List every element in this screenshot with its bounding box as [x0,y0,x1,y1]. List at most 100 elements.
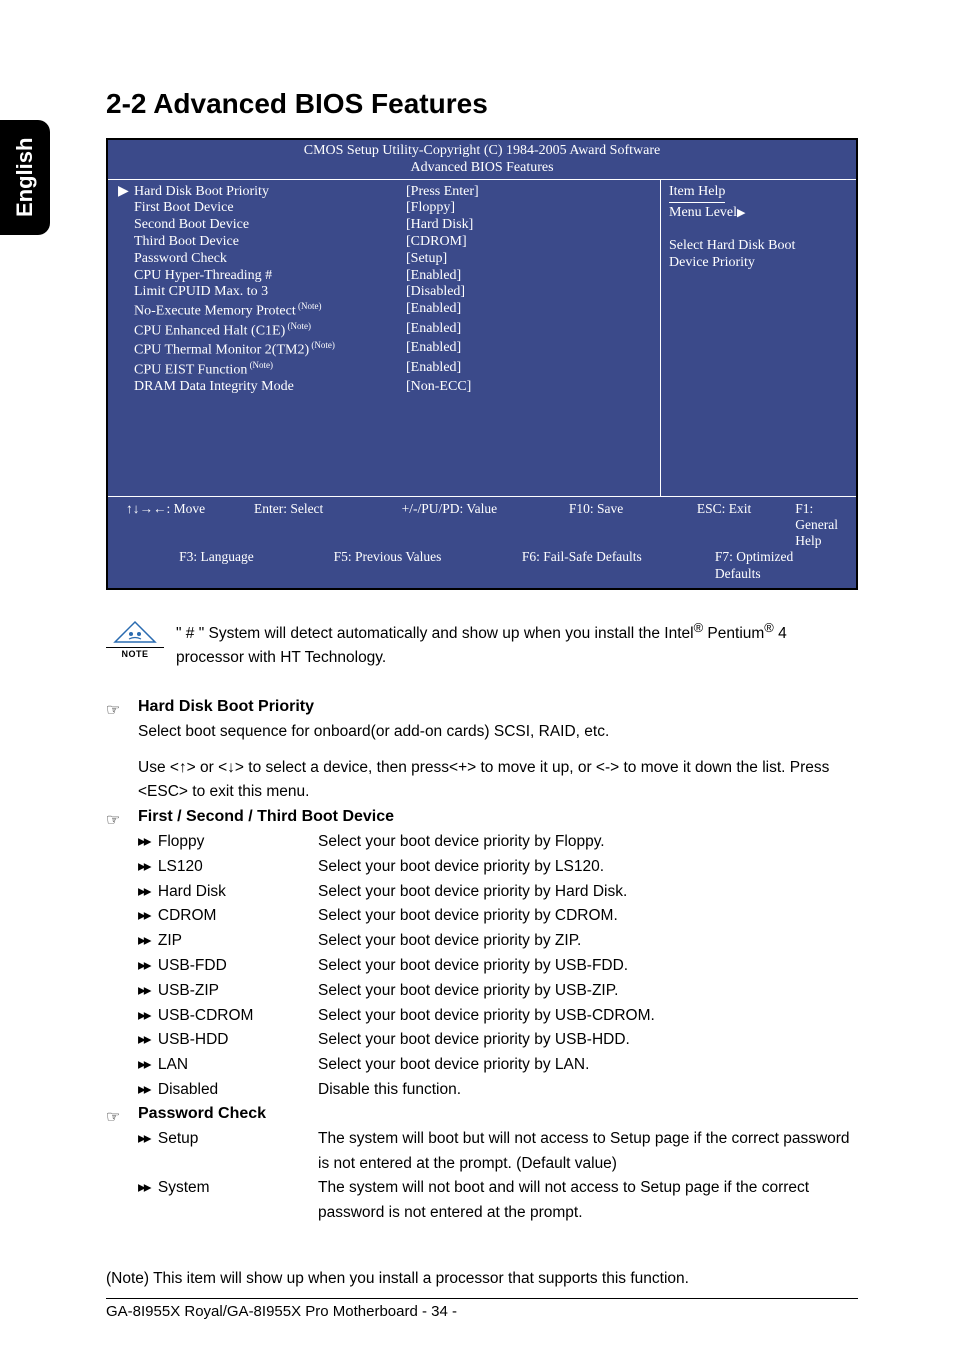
arrow-icon: ▸▸ [138,1130,150,1147]
password-options-table: ▸▸ SetupThe system will boot but will no… [138,1127,858,1226]
footer-prev: F5: Previous Values [334,549,522,581]
footer-failsafe: F6: Fail-Safe Defaults [522,549,715,581]
option-value: Select your boot device priority by Hard… [318,880,858,905]
page-content: 2-2 Advanced BIOS Features CMOS Setup Ut… [106,88,858,1226]
option-value: Disable this function. [318,1078,858,1103]
bios-option-value: [Hard Disk] [406,217,652,234]
option-row: ▸▸ USB-ZIPSelect your boot device priori… [138,979,858,1004]
footer-value: +/-/PU/PD: Value [402,501,569,550]
option-value: The system will not boot and will not ac… [318,1176,858,1226]
bios-option-label: Limit CPUID Max. to 3 [116,284,406,301]
note-block: NOTE " # " System will detect automatica… [106,618,858,670]
boot-options-table: ▸▸ FloppySelect your boot device priorit… [138,830,858,1103]
help-menu-level: Menu Level▶ [669,205,848,222]
note-icon: NOTE [106,618,164,662]
footer-optimized: F7: Optimized Defaults [715,549,838,581]
bios-option-value: [Press Enter] [406,184,652,201]
bios-option-label: ▶Hard Disk Boot Priority [116,184,406,201]
bios-option-value: [Enabled] [406,301,652,320]
hand-icon: ☞ [106,808,138,830]
help-desc-1: Select Hard Disk Boot [669,238,848,255]
bios-option-label: DRAM Data Integrity Mode [116,379,406,396]
footer-save: F10: Save [569,501,697,550]
bios-marker-icon: ▶ [118,184,129,201]
page-heading: 2-2 Advanced BIOS Features [106,88,858,120]
help-title: Item Help [669,184,725,204]
bios-option-row: Third Boot Device[CDROM] [116,234,652,251]
option-value: Select your boot device priority by USB-… [318,979,858,1004]
bios-screen: CMOS Setup Utility-Copyright (C) 1984-20… [106,138,858,590]
arrow-icon: ▸▸ [138,1081,150,1098]
option-key: ▸▸ LAN [138,1053,318,1078]
bios-option-row: No-Execute Memory Protect (Note)[Enabled… [116,301,652,320]
bios-help-panel: Item Help Menu Level▶ Select Hard Disk B… [661,180,856,496]
bios-option-row: DRAM Data Integrity Mode[Non-ECC] [116,379,652,396]
bios-option-label: CPU Hyper-Threading # [116,268,406,285]
arrow-icon: ▸▸ [138,858,150,875]
option-value: Select your boot device priority by ZIP. [318,929,858,954]
option-row: ▸▸ SystemThe system will not boot and wi… [138,1176,858,1226]
option-value: Select your boot device priority by LS12… [318,855,858,880]
section-title-hdd: Hard Disk Boot Priority [138,698,314,716]
page-footer: GA-8I955X Royal/GA-8I955X Pro Motherboar… [106,1298,858,1320]
bios-option-value: [Enabled] [406,321,652,340]
option-value: The system will boot but will not access… [318,1127,858,1177]
option-key: ▸▸ USB-FDD [138,954,318,979]
option-row: ▸▸ Hard DiskSelect your boot device prio… [138,880,858,905]
option-row: ▸▸ SetupThe system will boot but will no… [138,1127,858,1177]
option-key: ▸▸ Disabled [138,1078,318,1103]
help-desc-2: Device Priority [669,255,848,272]
arrow-icon: ▸▸ [138,907,150,924]
bios-option-label: CPU Thermal Monitor 2(TM2) (Note) [116,340,406,359]
bios-header-line1: CMOS Setup Utility-Copyright (C) 1984-20… [108,143,856,160]
section-body-hdd: Select boot sequence for onboard(or add-… [138,720,858,804]
option-row: ▸▸ FloppySelect your boot device priorit… [138,830,858,855]
arrow-icon: ▸▸ [138,1031,150,1048]
bios-option-value: [Enabled] [406,268,652,285]
bios-option-value: [Non-ECC] [406,379,652,396]
option-key: ▸▸ Hard Disk [138,880,318,905]
option-key: ▸▸ USB-HDD [138,1028,318,1053]
note-text: " # " System will detect automatically a… [176,618,858,670]
bios-option-label: CPU Enhanced Halt (C1E) (Note) [116,321,406,340]
bios-option-value: [CDROM] [406,234,652,251]
option-key: ▸▸ ZIP [138,929,318,954]
bios-option-row: CPU Thermal Monitor 2(TM2) (Note)[Enable… [116,340,652,359]
language-tab: English [0,120,50,235]
content-body: ☞ Hard Disk Boot Priority Select boot se… [106,698,858,1226]
note-label: NOTE [106,647,164,662]
bios-option-value: [Enabled] [406,340,652,359]
bios-header-line2: Advanced BIOS Features [108,160,856,177]
footer-select: Enter: Select [254,501,402,550]
hand-icon: ☞ [106,698,138,720]
footer-note: (Note) This item will show up when you i… [106,1270,858,1288]
bios-option-row: CPU Hyper-Threading #[Enabled] [116,268,652,285]
option-key: ▸▸ CDROM [138,904,318,929]
bios-option-row: CPU EIST Function (Note)[Enabled] [116,360,652,379]
section-title-password: Password Check [138,1105,266,1123]
option-value: Select your boot device priority by CDRO… [318,904,858,929]
bios-option-label: Second Boot Device [116,217,406,234]
option-value: Select your boot device priority by LAN. [318,1053,858,1078]
arrow-icon: ▸▸ [138,1007,150,1024]
arrow-icon: ▸▸ [138,1179,150,1196]
bios-option-value: [Floppy] [406,200,652,217]
footer-move: ↑↓→←: Move [126,501,254,550]
option-row: ▸▸ CDROMSelect your boot device priority… [138,904,858,929]
option-value: Select your boot device priority by USB-… [318,1028,858,1053]
bios-option-row: First Boot Device[Floppy] [116,200,652,217]
section-title-boot: First / Second / Third Boot Device [138,808,394,826]
option-row: ▸▸ USB-HDDSelect your boot device priori… [138,1028,858,1053]
bios-option-value: [Setup] [406,251,652,268]
hand-icon: ☞ [106,1105,138,1127]
option-key: ▸▸ Floppy [138,830,318,855]
arrow-icon: ▸▸ [138,932,150,949]
bios-footer: ↑↓→←: Move Enter: Select +/-/PU/PD: Valu… [108,496,856,588]
option-key: ▸▸ Setup [138,1127,318,1177]
bios-option-label: No-Execute Memory Protect (Note) [116,301,406,320]
bios-option-row: Password Check[Setup] [116,251,652,268]
option-row: ▸▸ USB-FDDSelect your boot device priori… [138,954,858,979]
bios-option-label: Password Check [116,251,406,268]
bios-option-row: Second Boot Device[Hard Disk] [116,217,652,234]
option-value: Select your boot device priority by USB-… [318,954,858,979]
